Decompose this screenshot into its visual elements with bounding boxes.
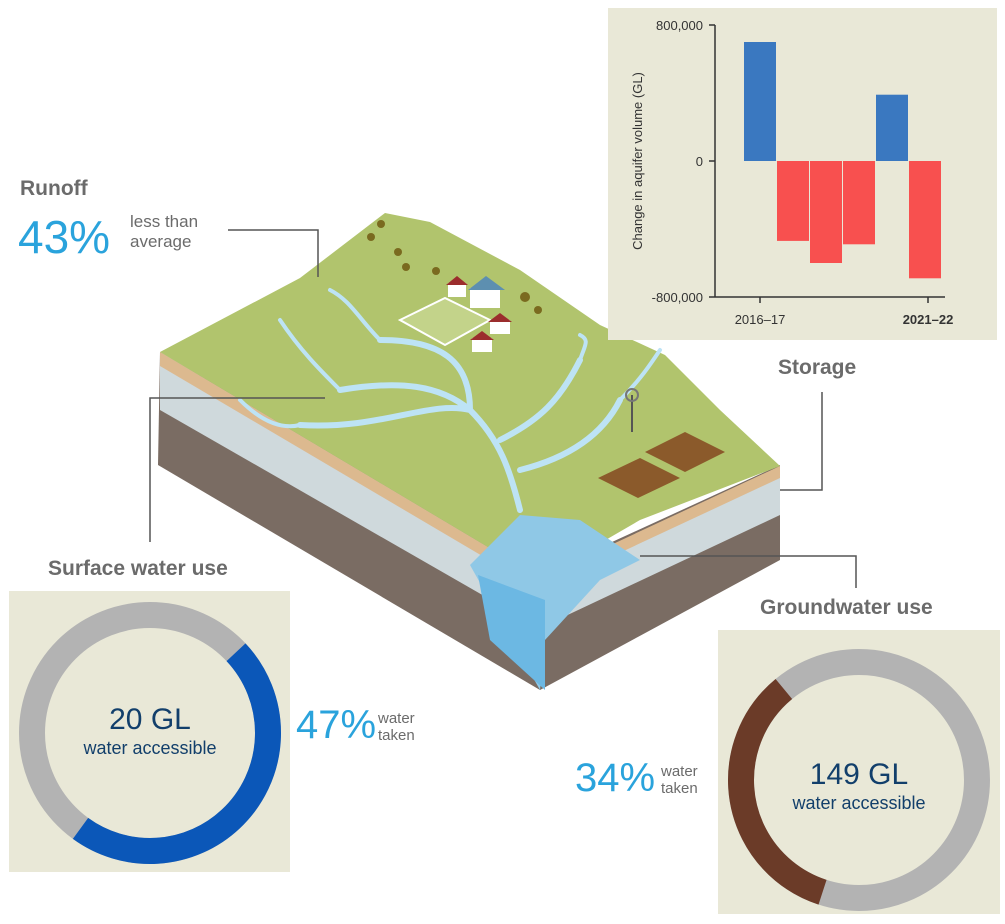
- groundwater-center: 149 GL water accessible: [776, 758, 942, 814]
- shed-3-roof: [470, 331, 494, 340]
- farmhouse: [470, 288, 500, 308]
- runoff-leader-line: [228, 229, 319, 277]
- tree: [367, 233, 375, 241]
- surface-water-percent: 47%: [296, 703, 377, 747]
- bar-2018–19: [810, 161, 842, 263]
- shed-2-roof: [488, 313, 512, 322]
- shed-3: [472, 338, 492, 352]
- groundwater-taken-line1: water: [661, 763, 698, 780]
- runoff-heading: Runoff: [20, 177, 88, 200]
- bar-2016–17: [744, 42, 776, 161]
- surface-water-taken-line1: water: [378, 710, 415, 727]
- runoff-description: less than average: [130, 212, 198, 252]
- bar-2021–22: [909, 161, 941, 279]
- groundwater-taken-line2: taken: [661, 780, 698, 797]
- windmill-head: [625, 388, 639, 402]
- runoff-desc-line1: less than: [130, 212, 199, 231]
- shed-1: [448, 283, 466, 297]
- bar-2020–21: [876, 94, 908, 161]
- runoff-percent: 43%: [18, 211, 111, 263]
- surface-water-taken-arc: [19, 602, 281, 864]
- tree: [402, 263, 410, 271]
- crop-field-1: [598, 458, 680, 498]
- groundwater-volume-label: water accessible: [792, 793, 926, 813]
- surface-water-leader-line: [149, 397, 325, 542]
- groundwater-leader-line: [640, 555, 857, 588]
- surface-water-center: 20 GL water accessible: [70, 703, 230, 759]
- y-axis-label: Change in aquifer volume (GL): [630, 72, 645, 250]
- shed-2: [490, 320, 510, 334]
- surface-water-volume-label: water accessible: [83, 738, 217, 758]
- right-aquifer-band: [540, 470, 780, 628]
- y-tick-label-top: 800,000: [656, 18, 703, 33]
- shed-1-roof: [446, 276, 468, 285]
- groundwater-volume: 149 GL: [809, 758, 909, 791]
- surface-water-taken-line2: taken: [378, 727, 415, 744]
- tree: [377, 220, 385, 228]
- tree: [432, 267, 440, 275]
- groundwater-heading: Groundwater use: [760, 596, 933, 619]
- runoff-desc-line2: average: [130, 232, 192, 251]
- bar-2017–18: [777, 161, 809, 241]
- groundwater-taken-text: water taken: [661, 763, 698, 797]
- groundwater-percent: 34%: [575, 756, 656, 800]
- surface-water-taken-text: water taken: [378, 710, 415, 744]
- bar-2019–20: [843, 161, 875, 245]
- storage-heading: Storage: [778, 356, 857, 379]
- x-tick-label-first: 2016–17: [735, 312, 786, 327]
- y-tick-label-mid: 0: [696, 154, 703, 169]
- surface-water-heading: Surface water use: [48, 557, 228, 580]
- y-tick-label-bottom: -800,000: [652, 290, 703, 305]
- x-tick-label-last: 2021–22: [903, 312, 954, 327]
- river-main: [297, 337, 623, 513]
- river-front: [478, 575, 545, 690]
- storage-leader-line: [780, 392, 823, 491]
- groundwater-taken-arc: [728, 649, 990, 911]
- river-gorge: [470, 515, 640, 690]
- tree: [394, 248, 402, 256]
- river-tributaries: [238, 288, 662, 429]
- tree: [520, 292, 530, 302]
- surface-water-panel: [9, 591, 290, 872]
- crop-field-2: [645, 432, 725, 472]
- surface-water-volume: 20 GL: [109, 703, 191, 736]
- tree: [534, 306, 542, 314]
- farmhouse-roof: [468, 276, 505, 290]
